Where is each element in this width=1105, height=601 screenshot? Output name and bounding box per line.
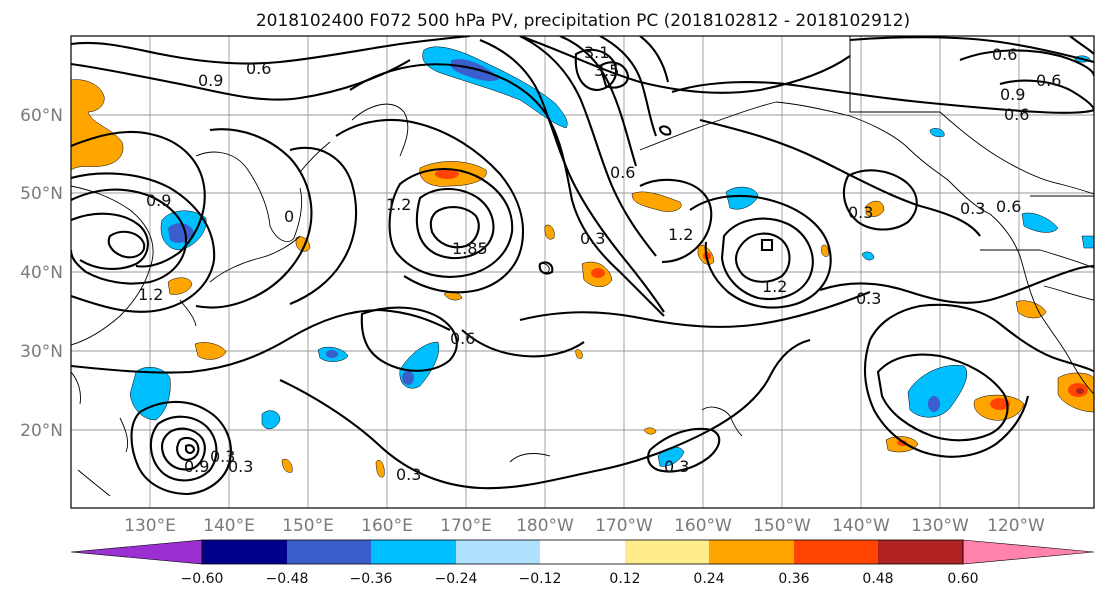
lon-tick-label: 160°E (361, 516, 413, 536)
colorbar-tick-label: −0.60 (181, 571, 224, 587)
colorbar-segment (456, 540, 540, 564)
contour-label: 0.3 (228, 457, 253, 476)
lon-tick-label: 170°E (440, 516, 492, 536)
longitude-axis: 130°E 140°E 150°E 160°E 170°E 180°W 170°… (124, 516, 1045, 536)
plot-frame (70, 35, 1095, 509)
lat-tick-label: 60°N (20, 106, 63, 126)
colorbar-tick-label: −0.12 (519, 571, 562, 587)
contour-label: 0.6 (1004, 105, 1029, 124)
precip-negative-shading (129, 46, 1094, 467)
contour-label: 3.1 (584, 43, 609, 62)
contour-label: 0.9 (184, 457, 209, 476)
colorbar-segment (962, 539, 1095, 565)
contour-label: 3.5 (594, 61, 619, 80)
colorbar-segment (371, 540, 456, 564)
contour-label: 0.3 (580, 229, 605, 248)
lat-tick-label: 40°N (20, 263, 63, 283)
latitude-axis: 60°N 50°N 40°N 30°N 20°N (20, 106, 63, 441)
contour-label: 0.3 (210, 447, 235, 466)
pv-contours (71, 36, 1094, 496)
contour-label: 0.6 (450, 329, 475, 348)
colorbar-segment (540, 540, 625, 564)
colorbar-segment (625, 540, 709, 564)
contour-label: 0.6 (246, 59, 271, 78)
figure-title: 2018102400 F072 500 hPa PV, precipitatio… (256, 11, 910, 31)
map-plot-area: 0.6 0.9 0.9 1.2 0 1.2 1.85 0.3 0.6 0.6 0… (71, 36, 1094, 508)
contour-label: 0.3 (856, 289, 881, 308)
contour-label: 0.3 (848, 203, 873, 222)
contour-label: 0.3 (664, 457, 689, 476)
lat-tick-label: 50°N (20, 184, 63, 204)
contour-label: 0.9 (146, 191, 171, 210)
colorbar-tick-label: 0.36 (778, 571, 809, 587)
gridlines (71, 36, 1094, 508)
colorbar-segment (794, 540, 878, 564)
contour-label: 0.6 (992, 45, 1017, 64)
lon-tick-label: 150°E (282, 516, 334, 536)
colorbar-tick-label: −0.36 (350, 571, 393, 587)
contour-label: 0.3 (396, 465, 421, 484)
lon-tick-label: 130°W (911, 516, 969, 536)
contour-label: 1.2 (386, 195, 411, 214)
colorbar-segment (878, 540, 963, 564)
colorbar: −0.60 −0.48 −0.36 −0.24 −0.12 0.12 0.24 … (70, 539, 1095, 587)
colorbar-tick-label: 0.48 (862, 571, 893, 587)
contour-label: 0.9 (1000, 85, 1025, 104)
lat-tick-label: 20°N (20, 421, 63, 441)
coastlines (71, 36, 1094, 497)
colorbar-segment (70, 539, 203, 565)
contour-label: 1.2 (668, 225, 693, 244)
colorbar-segment (287, 540, 371, 564)
lon-tick-label: 140°W (832, 516, 890, 536)
contour-label: 0.6 (1036, 71, 1061, 90)
contour-label: 0 (284, 207, 294, 226)
colorbar-tick-label: 0.12 (609, 571, 640, 587)
colorbar-tick-label: 0.24 (693, 571, 724, 587)
colorbar-tick-label: −0.24 (435, 571, 478, 587)
lon-tick-label: 130°E (124, 516, 176, 536)
lon-tick-label: 150°W (753, 516, 811, 536)
lat-tick-label: 30°N (20, 342, 63, 362)
colorbar-tick-label: −0.48 (266, 571, 309, 587)
colorbar-segment (202, 540, 287, 564)
contour-label: 0.6 (996, 197, 1021, 216)
lon-tick-label: 170°W (595, 516, 653, 536)
precip-positive-shading (71, 79, 1094, 478)
lon-tick-label: 160°W (674, 516, 732, 536)
contour-labels: 0.6 0.9 0.9 1.2 0 1.2 1.85 0.3 0.6 0.6 0… (138, 43, 1061, 484)
lon-tick-label: 120°W (987, 516, 1045, 536)
contour-label: 1.85 (452, 239, 488, 258)
contour-label: 0.6 (610, 163, 635, 182)
colorbar-tick-label: 0.60 (947, 571, 978, 587)
contour-label: 1.2 (138, 285, 163, 304)
colorbar-segment (709, 540, 794, 564)
contour-label: 0.3 (960, 199, 985, 218)
contour-label: 1.2 (762, 277, 787, 296)
lon-tick-label: 140°E (203, 516, 255, 536)
contour-label: 0.9 (198, 71, 223, 90)
lon-tick-label: 180°W (516, 516, 574, 536)
